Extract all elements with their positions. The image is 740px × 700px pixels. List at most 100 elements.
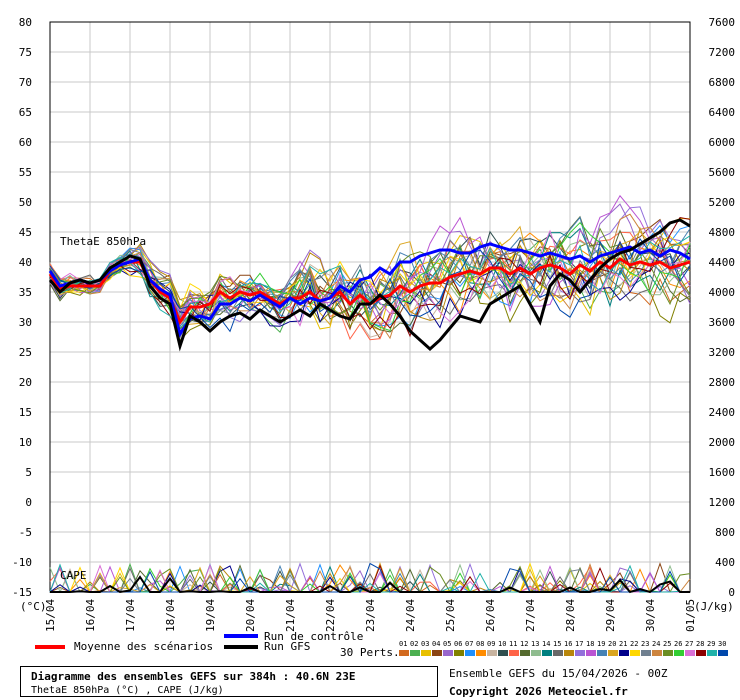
left-tick-label: 15 [19, 406, 32, 419]
date-label: 30/04 [644, 599, 657, 632]
pert-swatch [520, 650, 530, 656]
legend-control-label: Run de contrôle [264, 630, 364, 643]
pert-line-25 [49, 227, 691, 315]
legend-mean-label: Moyenne des scénarios [74, 640, 214, 653]
pert-swatch [443, 650, 453, 656]
pert-swatch [476, 650, 486, 656]
date-label: 27/04 [524, 599, 537, 632]
pert-swatch [641, 650, 651, 656]
pert-line-13 [49, 240, 691, 315]
pert-swatch [685, 650, 695, 656]
pert-line-02 [49, 239, 691, 333]
pert-number: 21 [619, 640, 628, 648]
pert-swatch [399, 650, 409, 656]
date-label: 23/04 [364, 599, 377, 632]
legend-gfs-line [224, 645, 258, 649]
pert-swatch [487, 650, 497, 656]
right-tick-label: 400 [715, 556, 735, 569]
pert-line-15 [49, 244, 690, 317]
left-tick-label: -10 [12, 556, 32, 569]
pert-line-28 [49, 216, 691, 338]
date-label: 19/04 [204, 599, 217, 632]
left-tick-label: 5 [25, 466, 32, 479]
pert-number: 22 [630, 640, 639, 648]
right-tick-label: 2400 [709, 406, 736, 419]
right-tick-label: 2800 [709, 376, 736, 389]
date-label: 29/04 [604, 599, 617, 632]
pert-number: 17 [575, 640, 584, 648]
left-tick-label: 25 [19, 346, 32, 359]
left-tick-label: -15 [12, 586, 32, 599]
left-tick-label: 0 [25, 496, 32, 509]
right-tick-label: 1600 [709, 466, 736, 479]
pert-number: 05 [443, 640, 452, 648]
pert-swatch [432, 650, 442, 656]
right-tick-label: 4800 [709, 226, 736, 239]
right-tick-label: 4400 [709, 256, 736, 269]
pert-swatch [564, 650, 574, 656]
pert-number: 09 [487, 640, 496, 648]
left-tick-label: -5 [19, 526, 32, 539]
right-tick-label: 2000 [709, 436, 736, 449]
right-tick-label: 0 [728, 586, 735, 599]
pert-number: 20 [608, 640, 617, 648]
right-tick-label: 7600 [709, 16, 736, 29]
date-label: 21/04 [284, 599, 297, 632]
pert-swatch [542, 650, 552, 656]
copyright: Copyright 2026 Meteociel.fr [449, 685, 628, 698]
pert-swatch [465, 650, 475, 656]
pert-swatch [454, 650, 464, 656]
date-label: 01/05 [684, 599, 697, 632]
right-tick-label: 800 [715, 526, 735, 539]
left-tick-label: 30 [19, 316, 32, 329]
pert-number: 23 [641, 640, 650, 648]
pert-number: 07 [465, 640, 474, 648]
pert-number: 06 [454, 640, 463, 648]
pert-swatch [630, 650, 640, 656]
pert-swatch [597, 650, 607, 656]
date-label: 18/04 [164, 599, 177, 632]
pert-swatch [619, 650, 629, 656]
left-tick-label: 60 [19, 136, 32, 149]
pert-swatch [663, 650, 673, 656]
right-tick-label: 4000 [709, 286, 736, 299]
pert-number: 03 [421, 640, 430, 648]
pert-number: 19 [597, 640, 606, 648]
chart-subtitle: ThetaE 850hPa (°C) , CAPE (J/kg) [31, 685, 224, 696]
date-label: 16/04 [84, 599, 97, 632]
pert-swatch [498, 650, 508, 656]
date-label: 28/04 [564, 599, 577, 632]
date-label: 26/04 [484, 599, 497, 632]
pert-line-30 [49, 237, 691, 333]
right-tick-label: 6000 [709, 136, 736, 149]
pert-swatch [553, 650, 563, 656]
legend-control-line [224, 634, 258, 638]
left-tick-label: 10 [19, 436, 32, 449]
left-tick-label: 75 [19, 46, 32, 59]
left-unit-label: (°C) [20, 600, 47, 613]
left-tick-label: 45 [19, 226, 32, 239]
date-label: 22/04 [324, 599, 337, 632]
pert-number: 08 [476, 640, 485, 648]
pert-swatch [696, 650, 706, 656]
chart-title: Diagramme des ensembles GEFS sur 384h : … [31, 670, 356, 683]
pert-swatch [707, 650, 717, 656]
left-tick-label: 65 [19, 106, 32, 119]
right-tick-label: 5600 [709, 166, 736, 179]
date-label: 17/04 [124, 599, 137, 632]
run-info: Ensemble GEFS du 15/04/2026 - 00Z [449, 667, 668, 680]
pert-number: 24 [652, 640, 661, 648]
legend-perts-label: 30 Perts. [340, 646, 400, 659]
date-label: 25/04 [444, 599, 457, 632]
date-label: 20/04 [244, 599, 257, 632]
left-tick-label: 80 [19, 16, 32, 29]
right-tick-label: 6800 [709, 76, 736, 89]
pert-number: 13 [531, 640, 540, 648]
series-control-line [48, 242, 691, 338]
right-tick-label: 1200 [709, 496, 736, 509]
right-tick-label: 7200 [709, 46, 736, 59]
pert-number: 01 [399, 640, 408, 648]
pert-number: 02 [410, 640, 419, 648]
